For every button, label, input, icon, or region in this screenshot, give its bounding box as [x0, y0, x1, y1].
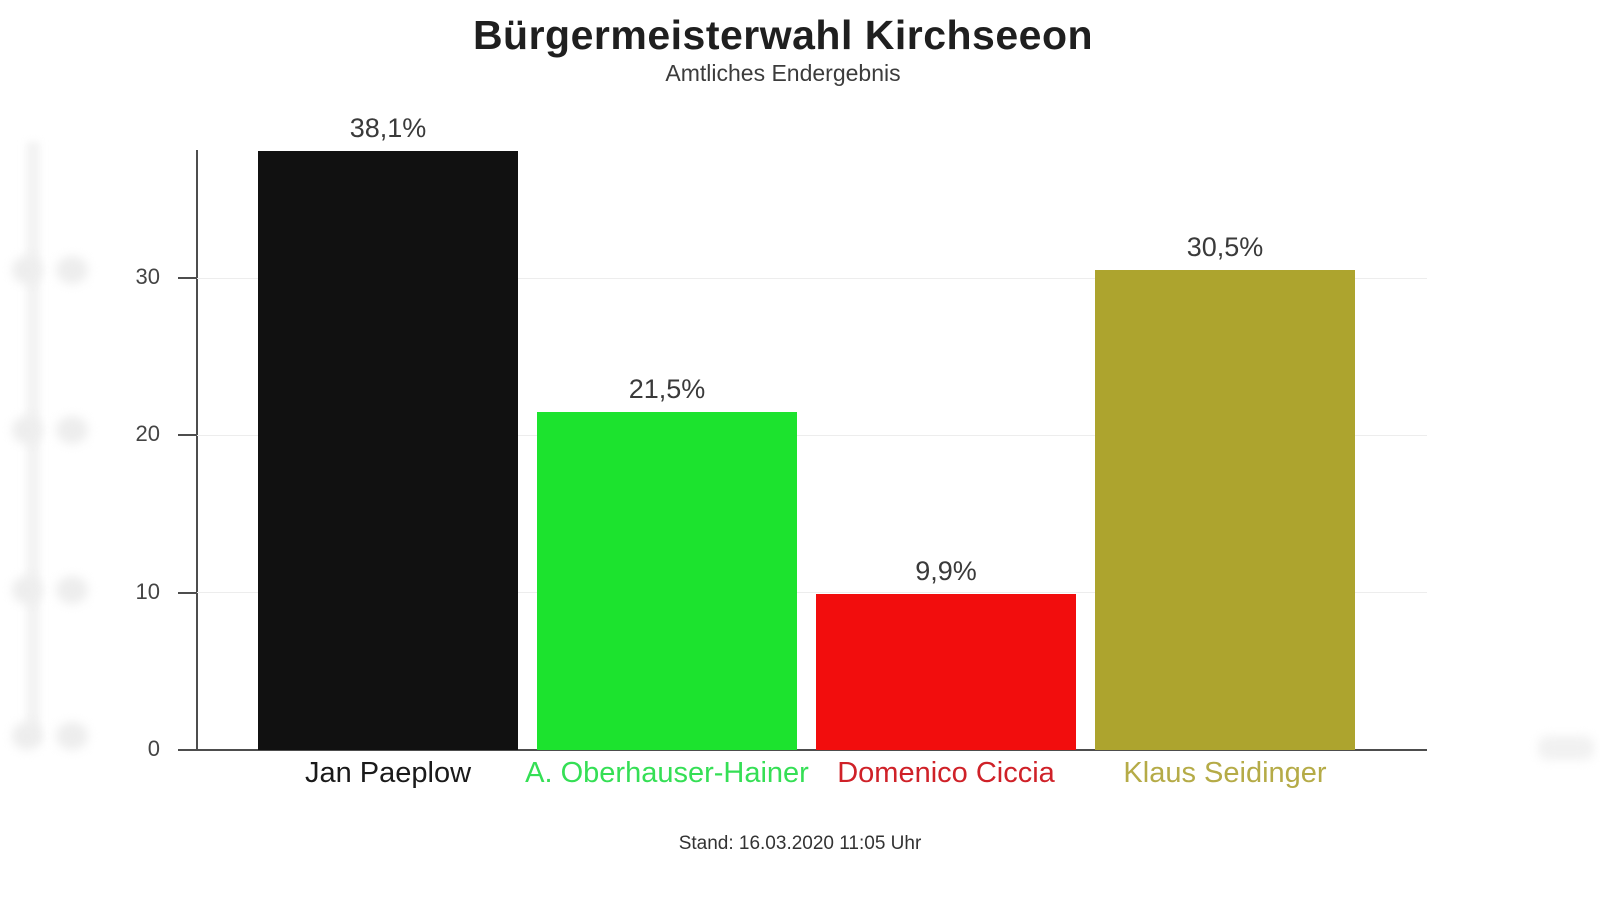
ghost-artifact	[1538, 736, 1594, 760]
bar-klaus-seidinger	[1095, 270, 1355, 750]
gridline-10	[197, 592, 1427, 594]
ghost-artifact	[12, 416, 42, 444]
y-tick-label-10: 10	[135, 578, 160, 604]
bar-value-label: 21,5%	[628, 373, 706, 404]
ghost-artifact	[12, 722, 42, 750]
status-timestamp: Stand: 16.03.2020 11:05 Uhr	[678, 833, 922, 854]
category-label: Jan Paeplow	[304, 757, 472, 789]
category-label: Klaus Seidinger	[1123, 757, 1327, 789]
bar-value-label: 9,9%	[915, 556, 977, 587]
chart-subtitle: Amtliches Endergebnis	[665, 60, 901, 86]
ghost-artifact	[56, 722, 88, 750]
plot-area: 0 10 20 30 38,1% Jan Paeplow 21,5% A. Oberhause…	[136, 113, 1427, 789]
category-label: Domenico Ciccia	[837, 757, 1055, 789]
bar-jan-paeplow	[258, 150, 518, 750]
ghost-artifact	[12, 576, 42, 604]
bar-domenico-ciccia	[816, 594, 1076, 750]
ghost-artifact	[56, 576, 88, 604]
gridline-20	[197, 434, 1427, 436]
y-tick-10	[178, 591, 197, 594]
gridline-30	[197, 277, 1427, 279]
ghost-artifact-strip	[26, 142, 40, 742]
y-tick-label-0: 0	[147, 736, 160, 761]
bar-value-label: 38,1%	[349, 112, 427, 143]
ghost-artifact	[12, 256, 42, 284]
ghost-artifact	[56, 256, 88, 284]
y-tick-label-30: 30	[135, 264, 160, 290]
y-tick-0	[178, 749, 197, 751]
x-axis-line	[180, 749, 1427, 751]
ghost-artifact	[56, 416, 88, 444]
y-tick-label-20: 20	[135, 421, 160, 447]
category-label: A. Oberhauser-Hainer	[525, 757, 809, 789]
y-tick-30	[178, 277, 197, 280]
bar-a-oberhauser-hainer	[537, 411, 797, 750]
bar-value-label: 30,5%	[1186, 232, 1264, 263]
y-axis-line	[196, 150, 198, 750]
chart-title: Bürgermeisterwahl Kirchseeon	[472, 12, 1094, 58]
y-tick-20	[178, 434, 197, 437]
